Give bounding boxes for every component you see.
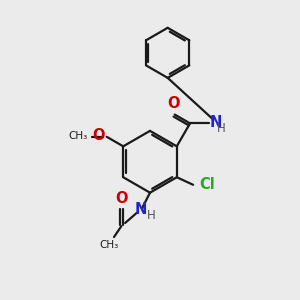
Text: O: O <box>92 128 105 143</box>
Text: N: N <box>135 202 147 217</box>
Text: CH₃: CH₃ <box>99 240 119 250</box>
Text: Cl: Cl <box>199 177 215 192</box>
Text: H: H <box>217 122 226 135</box>
Text: CH₃: CH₃ <box>69 131 88 141</box>
Text: H: H <box>146 209 155 222</box>
Text: O: O <box>115 190 127 206</box>
Text: O: O <box>167 96 179 111</box>
Text: N: N <box>210 115 222 130</box>
